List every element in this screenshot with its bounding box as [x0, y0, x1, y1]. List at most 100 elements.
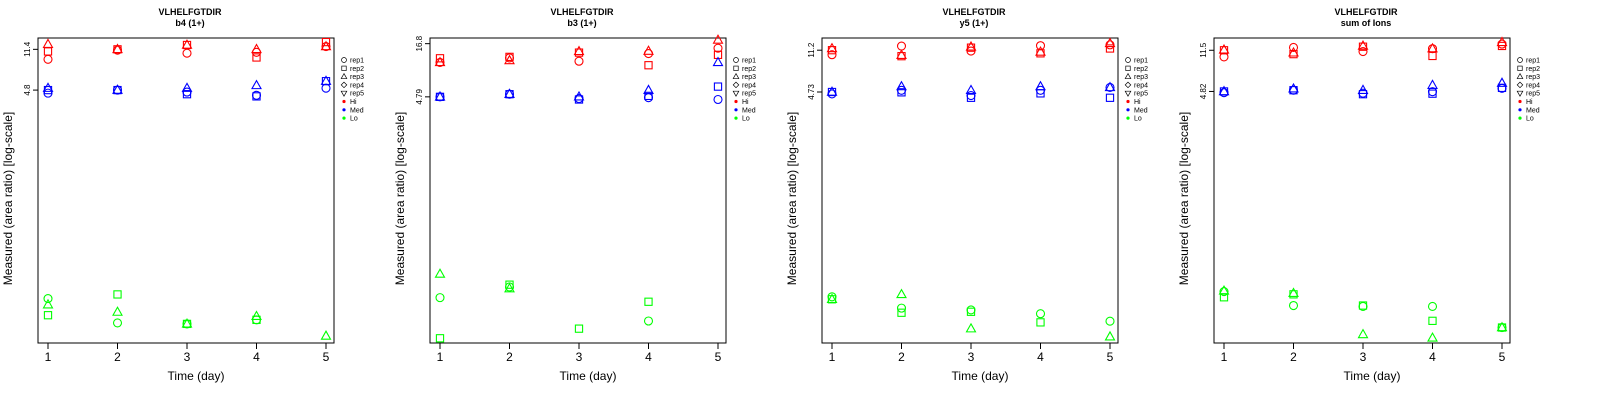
x-tick-label: 3 [968, 350, 975, 364]
chart-subtitle: b4 (1+) [175, 18, 204, 28]
legend-label: Med [1134, 107, 1148, 114]
legend-label: rep5 [1526, 91, 1540, 98]
data-point-med-rep3 [434, 90, 446, 101]
data-point-med-rep3 [573, 90, 585, 101]
chart-title: VLHELFGTDIR [551, 7, 614, 17]
data-point-hi-rep3 [1035, 46, 1046, 56]
x-tick-label: 2 [1290, 350, 1297, 364]
legend-label: Hi [1526, 99, 1533, 106]
legend-label: rep3 [742, 74, 756, 81]
x-tick-label: 4 [253, 350, 260, 364]
x-axis-label: Time (day) [560, 369, 617, 383]
legend-marker-rep4 [340, 81, 348, 89]
data-point-hi-rep3 [251, 43, 262, 54]
data-point-hi-rep1 [43, 54, 53, 64]
data-point-lo-rep3 [112, 306, 123, 316]
data-point-med-rep3 [1035, 80, 1046, 91]
legend-label: rep3 [350, 74, 364, 81]
legend-label: rep3 [1134, 74, 1148, 81]
data-point-lo-rep1 [1035, 309, 1046, 319]
y-tick-label: 16.8 [415, 35, 424, 51]
data-point-med-rep1 [321, 83, 331, 93]
data-point-hi-rep2 [1219, 46, 1229, 55]
legend-marker-rep4 [732, 81, 740, 89]
data-point-lo-rep3 [434, 268, 446, 278]
legend-label: Hi [350, 99, 357, 106]
legend-label: Hi [1134, 99, 1141, 106]
data-point-med-rep3 [251, 79, 262, 90]
data-point-lo-rep2 [897, 308, 906, 317]
data-point-hi-rep1 [896, 41, 907, 51]
legend-marker-lo [1518, 116, 1522, 120]
x-tick-label: 2 [114, 350, 121, 364]
data-point-hi-rep3 [896, 49, 907, 59]
data-point-med-rep1 [966, 90, 976, 101]
data-point-hi-rep2 [252, 53, 261, 62]
data-point-med-rep1 [1288, 85, 1299, 95]
data-point-lo-rep2 [966, 307, 976, 316]
legend-label: Lo [350, 116, 358, 123]
data-point-hi-rep2 [644, 61, 653, 70]
data-point-lo-rep2 [644, 297, 653, 306]
x-tick-label: 5 [1499, 350, 1506, 364]
legend-marker-rep3 [1124, 72, 1132, 79]
legend-marker-lo [342, 116, 346, 120]
legend-label: Lo [742, 116, 750, 123]
data-point-lo-rep1 [112, 318, 123, 328]
data-point-med-rep2 [644, 91, 653, 101]
y-tick-label: 11.2 [807, 42, 816, 58]
data-point-hi-rep3 [1496, 36, 1508, 47]
legend-marker-lo [1126, 116, 1130, 120]
legend-marker-rep2 [733, 65, 739, 71]
x-axis-label: Time (day) [1344, 369, 1401, 383]
data-point-hi-rep2 [435, 54, 445, 63]
legend-marker-hi [1126, 99, 1130, 104]
legend-marker-rep5 [732, 90, 740, 97]
data-point-med-rep3 [320, 75, 332, 85]
data-point-hi-rep3 [320, 40, 332, 51]
data-point-lo-rep2 [1036, 318, 1045, 327]
x-tick-label: 5 [1107, 350, 1114, 364]
data-point-med-rep2 [1428, 89, 1437, 98]
data-point-med-rep3 [181, 82, 193, 92]
y-tick-label: 4.73 [807, 84, 816, 100]
chart-title: VLHELFGTDIR [943, 7, 1006, 17]
data-point-med-rep2 [1497, 83, 1507, 93]
x-tick-label: 3 [184, 350, 191, 364]
data-point-hi-rep1 [182, 48, 192, 58]
x-tick-label: 4 [1429, 350, 1436, 364]
legend-label: rep2 [1526, 66, 1540, 73]
data-point-lo-rep3 [1357, 328, 1369, 339]
x-tick-label: 1 [437, 350, 444, 364]
data-point-med-rep1 [643, 93, 654, 103]
legend-label: rep2 [1134, 66, 1148, 73]
legend-marker-rep3 [340, 72, 348, 79]
data-point-med-rep2 [1358, 90, 1368, 99]
x-tick-label: 4 [645, 350, 652, 364]
data-point-hi-rep2 [1428, 51, 1437, 61]
data-point-med-rep3 [1357, 84, 1369, 94]
data-point-lo-rep3 [1288, 287, 1299, 298]
data-point-med-rep3 [643, 84, 654, 94]
data-point-lo-rep3 [42, 298, 54, 309]
data-point-lo-rep3 [965, 322, 977, 333]
chart-subtitle: sum of Ions [1341, 18, 1392, 28]
data-point-hi-rep1 [1497, 39, 1507, 49]
data-point-lo-rep3 [896, 288, 907, 299]
data-point-hi-rep1 [1288, 42, 1299, 53]
legend-marker-rep3 [1516, 72, 1524, 79]
data-point-med-rep2 [897, 88, 906, 97]
data-point-hi-rep1 [1035, 41, 1046, 51]
legend-label: rep4 [1526, 82, 1540, 89]
data-point-hi-rep3 [712, 34, 724, 44]
data-point-med-rep3 [504, 88, 515, 98]
y-axis-label: Measured (area ratio) [log-scale] [1177, 112, 1191, 285]
data-point-lo-rep3 [181, 317, 193, 328]
data-point-lo-rep3 [1218, 284, 1230, 295]
data-point-lo-rep1 [643, 316, 654, 326]
y-tick-label: 11.5 [1199, 42, 1208, 58]
data-point-med-rep3 [1218, 85, 1230, 96]
data-point-med-rep1 [43, 88, 53, 98]
